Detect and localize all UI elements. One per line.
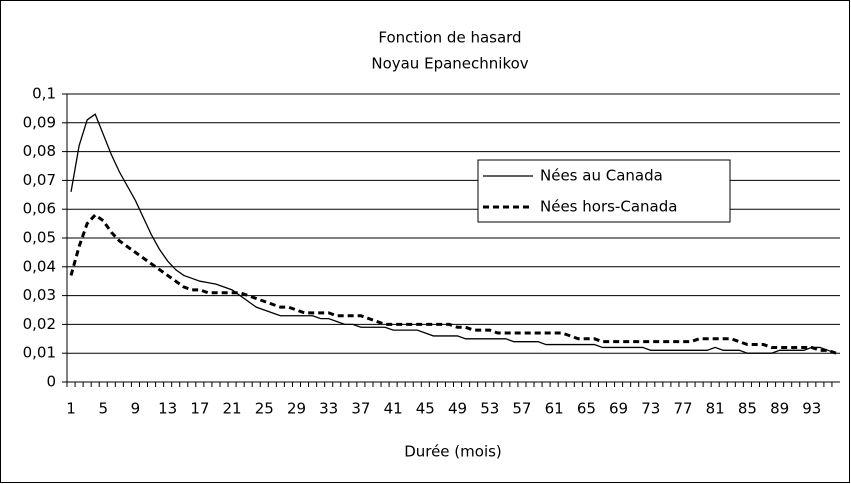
series-line [70,113,837,354]
x-tick-label: 33 [319,400,338,418]
x-tick-label: 89 [770,400,789,418]
y-tick-label: 0,03 [23,286,56,304]
y-tick-label: 0,01 [23,344,56,362]
x-tick-label: 1 [66,400,76,418]
x-tick-label: 93 [802,400,821,418]
x-tick-label: 69 [609,400,628,418]
x-tick-label: 21 [223,400,242,418]
y-tick-label: 0,05 [23,229,56,247]
x-tick-label: 77 [673,400,692,418]
x-tick-label: 61 [545,400,564,418]
x-tick-label: 85 [738,400,757,418]
y-tick-label: 0,09 [23,113,56,131]
x-tick-label: 49 [448,400,467,418]
x-tick-label: 53 [480,400,499,418]
y-tick-label: 0 [46,373,56,391]
x-tick-label: 37 [351,400,370,418]
legend-box [477,159,731,223]
x-tick-label: 29 [287,400,306,418]
chart-subtitle: Noyau Epanechnikov [371,55,528,73]
x-tick-label: 81 [706,400,725,418]
y-tick-label: 0,1 [32,85,56,103]
y-tick-label: 0,02 [23,315,56,333]
y-tick-label: 0,06 [23,200,56,218]
x-tick-label: 41 [384,400,403,418]
legend-label: Nées au Canada [540,167,663,185]
x-tick-label: 25 [255,400,274,418]
x-tick-label: 57 [512,400,531,418]
y-tick-label: 0,08 [23,142,56,160]
x-tick-label: 45 [416,400,435,418]
x-tick-label: 65 [577,400,596,418]
legend-label: Nées hors-Canada [540,198,677,216]
y-tick-label: 0,04 [23,257,56,275]
x-axis-label: Durée (mois) [404,443,502,461]
x-tick-label: 9 [131,400,141,418]
x-tick-label: 13 [158,400,177,418]
x-tick-label: 73 [641,400,660,418]
x-tick-label: 5 [98,400,108,418]
series-line [69,212,837,355]
x-tick-label: 17 [190,400,209,418]
chart-title: Fonction de hasard [378,29,521,47]
y-tick-label: 0,07 [23,171,56,189]
